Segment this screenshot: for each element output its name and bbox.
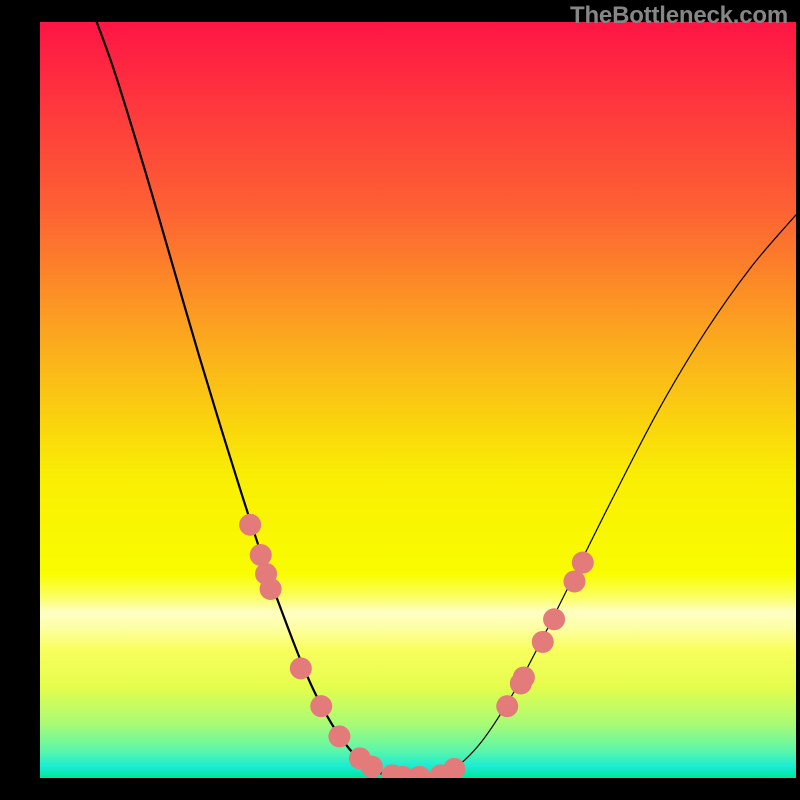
chart-stage: TheBottleneck.com bbox=[0, 0, 800, 800]
data-point-marker bbox=[513, 666, 535, 688]
chart-background bbox=[40, 22, 796, 778]
data-point-marker bbox=[250, 544, 272, 566]
data-point-marker bbox=[239, 514, 261, 536]
data-point-marker bbox=[572, 552, 594, 574]
data-point-marker bbox=[543, 608, 565, 630]
data-point-marker bbox=[310, 695, 332, 717]
data-point-marker bbox=[260, 578, 282, 600]
data-point-marker bbox=[328, 725, 350, 747]
data-point-marker bbox=[563, 570, 585, 592]
data-point-marker bbox=[409, 766, 431, 788]
data-point-marker bbox=[361, 756, 383, 778]
bottleneck-chart bbox=[0, 0, 800, 800]
data-point-marker bbox=[443, 758, 465, 780]
data-point-marker bbox=[496, 695, 518, 717]
data-point-marker bbox=[290, 657, 312, 679]
watermark-text: TheBottleneck.com bbox=[570, 2, 788, 30]
data-point-marker bbox=[532, 631, 554, 653]
